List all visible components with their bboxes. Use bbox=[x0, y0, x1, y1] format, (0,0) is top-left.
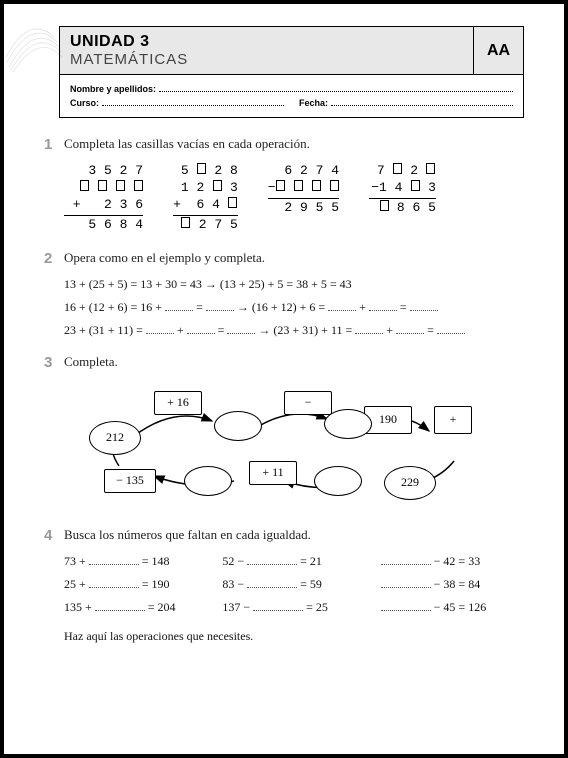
value-oval: 229 bbox=[384, 466, 436, 500]
op-box: + bbox=[434, 406, 472, 434]
name-field[interactable] bbox=[159, 82, 513, 92]
example-line: 13 + (25 + 5) = 13 + 30 = 43 → (13 + 25)… bbox=[64, 277, 524, 292]
exercise-3: 3 Completa. + 16 − 190 + 212 bbox=[44, 354, 524, 511]
blank-box[interactable] bbox=[228, 197, 237, 208]
exercise-4: 4 Busca los números que faltan en cada i… bbox=[44, 527, 524, 644]
equation-line: 23 + (31 + 11) = + = → (23 + 31) + 11 = … bbox=[64, 323, 524, 338]
blank-oval[interactable] bbox=[184, 466, 232, 496]
equation-cell: 135 + = 204 bbox=[64, 600, 207, 615]
blank-box[interactable] bbox=[197, 163, 206, 174]
blank-oval[interactable] bbox=[324, 409, 372, 439]
equation-cell: − 45 = 126 bbox=[381, 600, 524, 615]
course-field[interactable] bbox=[102, 96, 284, 106]
footer-note: Haz aquí las operaciones que necesites. bbox=[64, 629, 524, 644]
exercise-number: 3 bbox=[44, 354, 56, 371]
exercise-2: 2 Opera como en el ejemplo y completa. 1… bbox=[44, 250, 524, 338]
blank-box[interactable] bbox=[393, 163, 402, 174]
blank-field[interactable] bbox=[381, 556, 431, 565]
column-problem: 3 5 2 7 + 2 3 6 5 6 8 4 bbox=[64, 163, 143, 234]
blank-box[interactable] bbox=[181, 217, 190, 228]
blank-field[interactable] bbox=[89, 556, 139, 565]
exercise-number: 1 bbox=[44, 136, 56, 153]
op-box: − bbox=[284, 391, 332, 415]
date-field[interactable] bbox=[331, 96, 513, 106]
blank-box[interactable] bbox=[276, 180, 285, 191]
column-problem: 6 2 7 4− 2 9 5 5 bbox=[268, 163, 339, 234]
worksheet-header: UNIDAD 3 MATEMÁTICAS AA Nombre y apellid… bbox=[59, 26, 524, 118]
equation-cell: 83 − = 59 bbox=[222, 577, 365, 592]
blank-field[interactable] bbox=[247, 579, 297, 588]
blank-box[interactable] bbox=[312, 180, 321, 191]
exercise-prompt: Completa las casillas vacías en cada ope… bbox=[64, 136, 310, 153]
blank-field[interactable] bbox=[247, 556, 297, 565]
blank-field[interactable] bbox=[89, 579, 139, 588]
value-oval: 212 bbox=[89, 421, 141, 455]
op-box: + 11 bbox=[249, 461, 297, 485]
blank-box[interactable] bbox=[116, 180, 125, 191]
column-problem: 5 2 8 1 2 3+ 6 4 2 7 5 bbox=[173, 163, 238, 234]
worksheet-code: AA bbox=[473, 27, 523, 74]
blank-oval[interactable] bbox=[214, 411, 262, 441]
blank-box[interactable] bbox=[80, 180, 89, 191]
equation-cell: 73 + = 148 bbox=[64, 554, 207, 569]
blank-box[interactable] bbox=[330, 180, 339, 191]
blank-box[interactable] bbox=[426, 163, 435, 174]
blank-box[interactable] bbox=[98, 180, 107, 191]
unit-title: UNIDAD 3 bbox=[70, 33, 463, 51]
flow-diagram: + 16 − 190 + 212 − 135 + 11 229 bbox=[64, 381, 504, 511]
exercise-number: 4 bbox=[44, 527, 56, 544]
op-box: − 135 bbox=[104, 469, 156, 493]
course-label: Curso: bbox=[70, 98, 99, 108]
subject-title: MATEMÁTICAS bbox=[70, 51, 463, 68]
op-box: + 16 bbox=[154, 391, 202, 415]
blank-box[interactable] bbox=[380, 200, 389, 211]
blank-box[interactable] bbox=[213, 180, 222, 191]
exercise-prompt: Busca los números que faltan en cada igu… bbox=[64, 527, 311, 544]
exercise-number: 2 bbox=[44, 250, 56, 267]
exercise-prompt: Opera como en el ejemplo y completa. bbox=[64, 250, 265, 267]
blank-field[interactable] bbox=[381, 602, 431, 611]
name-label: Nombre y apellidos: bbox=[70, 84, 156, 94]
blank-field[interactable] bbox=[253, 602, 303, 611]
exercise-prompt: Completa. bbox=[64, 354, 118, 371]
equation-cell: − 42 = 33 bbox=[381, 554, 524, 569]
equation-cell: 137 − = 25 bbox=[222, 600, 365, 615]
date-label: Fecha: bbox=[299, 98, 328, 108]
blank-box[interactable] bbox=[411, 180, 420, 191]
fingerprint-decoration bbox=[4, 12, 64, 72]
equation-cell: 25 + = 190 bbox=[64, 577, 207, 592]
column-problem: 7 2 −1 4 3 8 6 5 bbox=[369, 163, 436, 234]
equation-cell: − 38 = 84 bbox=[381, 577, 524, 592]
exercise-1: 1 Completa las casillas vacías en cada o… bbox=[44, 136, 524, 234]
blank-box[interactable] bbox=[134, 180, 143, 191]
blank-field[interactable] bbox=[381, 579, 431, 588]
blank-oval[interactable] bbox=[314, 466, 362, 496]
blank-field[interactable] bbox=[95, 602, 145, 611]
equation-line: 16 + (12 + 6) = 16 + = → (16 + 12) + 6 =… bbox=[64, 300, 524, 315]
blank-box[interactable] bbox=[294, 180, 303, 191]
equation-cell: 52 − = 21 bbox=[222, 554, 365, 569]
